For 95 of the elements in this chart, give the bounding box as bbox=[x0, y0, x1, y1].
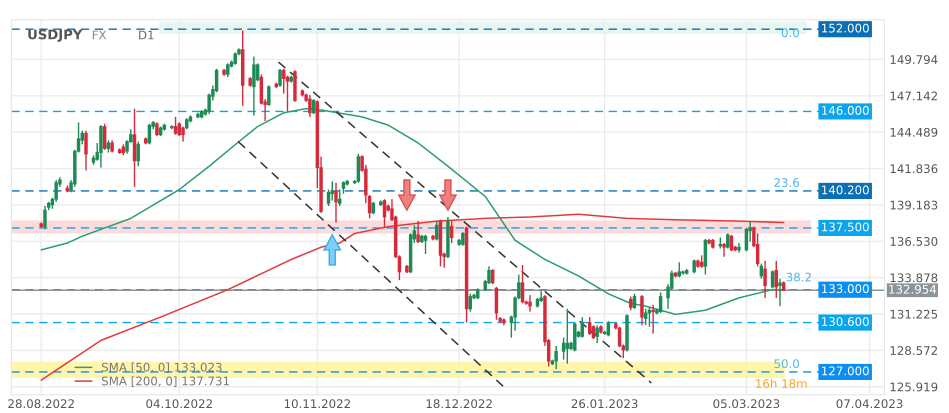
candlestick bbox=[528, 294, 532, 312]
y-tick-label: 128.572 bbox=[890, 346, 937, 356]
x-tick-label: 18.12.2022 bbox=[426, 399, 492, 408]
candlestick bbox=[737, 242, 741, 254]
candlestick bbox=[651, 304, 655, 334]
candlestick bbox=[102, 123, 106, 150]
x-tick-label: 10.11.2022 bbox=[284, 399, 350, 408]
y-tick-label: 149.794 bbox=[890, 55, 938, 64]
candlestick bbox=[308, 94, 312, 118]
candlestick bbox=[342, 180, 346, 194]
candlestick bbox=[43, 205, 47, 230]
annotation: FX bbox=[92, 30, 106, 40]
legend-label: SMA [50, 0] 133.023 bbox=[102, 362, 222, 374]
y-tick-label: 131.225 bbox=[890, 310, 938, 319]
candlestick bbox=[580, 316, 584, 338]
candlestick bbox=[122, 144, 126, 156]
candlestick bbox=[461, 231, 465, 246]
candlestick bbox=[424, 234, 428, 255]
candlestick bbox=[450, 220, 454, 244]
x-tick-label: 05.03.2023 bbox=[713, 399, 780, 408]
y-tick-label: 136.530 bbox=[890, 236, 938, 246]
candlestick bbox=[372, 201, 376, 215]
candlestick bbox=[226, 62, 230, 78]
ref-line-label: 127.000 bbox=[822, 366, 869, 376]
y-tick-label: 139.183 bbox=[890, 200, 938, 210]
ref-line-label: 133.000 bbox=[822, 284, 869, 294]
candlestick bbox=[763, 260, 767, 299]
candlestick bbox=[588, 316, 592, 336]
candlestick bbox=[148, 123, 152, 146]
candlestick bbox=[468, 293, 472, 312]
candlestick bbox=[640, 294, 644, 326]
candlestick bbox=[632, 293, 636, 310]
candlestick bbox=[106, 140, 110, 154]
annotation: 16h 18m bbox=[756, 378, 807, 388]
annotation: 38.2 bbox=[786, 272, 811, 282]
candlestick bbox=[778, 278, 782, 307]
annotation: D1 bbox=[139, 30, 154, 40]
candlestick bbox=[644, 308, 648, 326]
annotation: 50.0 bbox=[774, 359, 799, 368]
candlestick bbox=[606, 320, 610, 337]
y-tick-label: 144.489 bbox=[890, 128, 938, 137]
candlestick bbox=[774, 260, 778, 299]
x-tick-label: 07.04.2023 bbox=[836, 399, 902, 408]
candlestick bbox=[110, 140, 114, 154]
candlestick bbox=[520, 264, 524, 304]
candlestick bbox=[726, 232, 730, 250]
candlestick bbox=[312, 98, 316, 115]
ref-line-label: 132.954 bbox=[889, 284, 936, 294]
candlestick bbox=[158, 126, 162, 137]
candlestick bbox=[692, 258, 696, 274]
candlestick bbox=[629, 296, 632, 311]
candlestick bbox=[248, 76, 252, 88]
candlestick bbox=[136, 140, 140, 167]
ref-line-label: 152.000 bbox=[822, 24, 869, 33]
candlestick bbox=[234, 52, 237, 66]
candlestick bbox=[722, 242, 726, 258]
candlestick bbox=[760, 262, 764, 280]
candlestick bbox=[658, 292, 662, 314]
x-tick-label: 28.08.2022 bbox=[8, 399, 74, 408]
y-tick-label: 141.836 bbox=[890, 164, 938, 174]
y-tick-label: 133.878 bbox=[890, 273, 938, 282]
x-tick-label: 04.10.2022 bbox=[146, 399, 212, 408]
candlestick bbox=[338, 188, 342, 207]
annotation: 23.6 bbox=[774, 178, 800, 188]
candlestick bbox=[718, 236, 722, 250]
candlestick bbox=[595, 324, 599, 344]
candlestick bbox=[416, 220, 420, 244]
candlestick bbox=[155, 122, 159, 137]
ref-line-label: 130.600 bbox=[822, 317, 869, 326]
candlestick bbox=[566, 308, 570, 364]
x-tick-label: 26.01.2023 bbox=[572, 399, 638, 408]
annotation: 0.0 bbox=[782, 28, 799, 38]
text: USDJPY bbox=[28, 29, 83, 42]
candlestick bbox=[648, 306, 652, 328]
candlestick bbox=[252, 56, 256, 116]
candlestick bbox=[700, 254, 704, 268]
candlestick bbox=[185, 118, 188, 130]
candlestick bbox=[782, 280, 786, 292]
candlestick bbox=[435, 220, 438, 241]
ref-line-label: 137.500 bbox=[822, 222, 869, 232]
candlestick bbox=[476, 288, 480, 300]
candlestick bbox=[278, 68, 282, 88]
candlestick bbox=[770, 270, 774, 289]
y-tick-label: 125.919 bbox=[890, 382, 938, 392]
candlestick bbox=[711, 238, 715, 250]
candlestick bbox=[174, 116, 178, 136]
candlestick bbox=[267, 84, 271, 107]
candlestick bbox=[334, 182, 338, 224]
ref-line-label: 140.200 bbox=[822, 185, 869, 194]
ref-line-label: 146.000 bbox=[822, 106, 869, 115]
y-tick-label: 147.142 bbox=[890, 91, 937, 100]
legend-label: SMA [200, 0] 137.731 bbox=[102, 376, 229, 387]
candlestick bbox=[678, 262, 681, 278]
candlestick bbox=[490, 268, 494, 285]
candlestick bbox=[554, 345, 558, 370]
